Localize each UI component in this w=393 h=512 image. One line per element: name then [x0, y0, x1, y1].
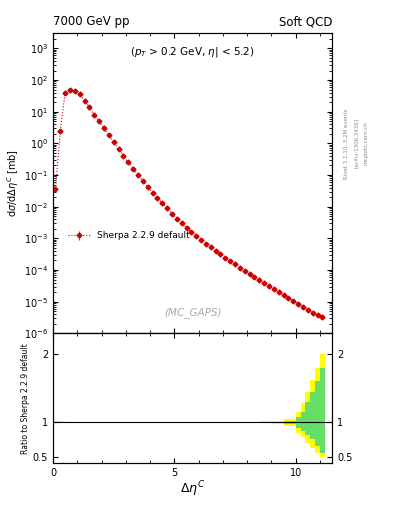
Text: 7000 GeV pp: 7000 GeV pp	[53, 15, 130, 28]
Text: (MC_GAPS): (MC_GAPS)	[164, 307, 221, 318]
Text: mcplots.cern.ch: mcplots.cern.ch	[364, 121, 369, 165]
Text: ($p_T$ > 0.2 GeV, $\eta$| < 5.2): ($p_T$ > 0.2 GeV, $\eta$| < 5.2)	[130, 45, 255, 59]
Y-axis label: Ratio to Sherpa 2.2.9 default: Ratio to Sherpa 2.2.9 default	[21, 343, 30, 454]
Text: Soft QCD: Soft QCD	[279, 15, 332, 28]
Text: Rivet 3.1.10, 3.2M events: Rivet 3.1.10, 3.2M events	[344, 108, 349, 179]
Legend: Sherpa 2.2.9 default: Sherpa 2.2.9 default	[63, 227, 195, 245]
Text: [arXiv:1306.3436]: [arXiv:1306.3436]	[354, 118, 359, 168]
Y-axis label: d$\sigma$/d$\Delta\eta^C$ [mb]: d$\sigma$/d$\Delta\eta^C$ [mb]	[6, 150, 21, 217]
X-axis label: $\Delta\eta^C$: $\Delta\eta^C$	[180, 480, 205, 499]
